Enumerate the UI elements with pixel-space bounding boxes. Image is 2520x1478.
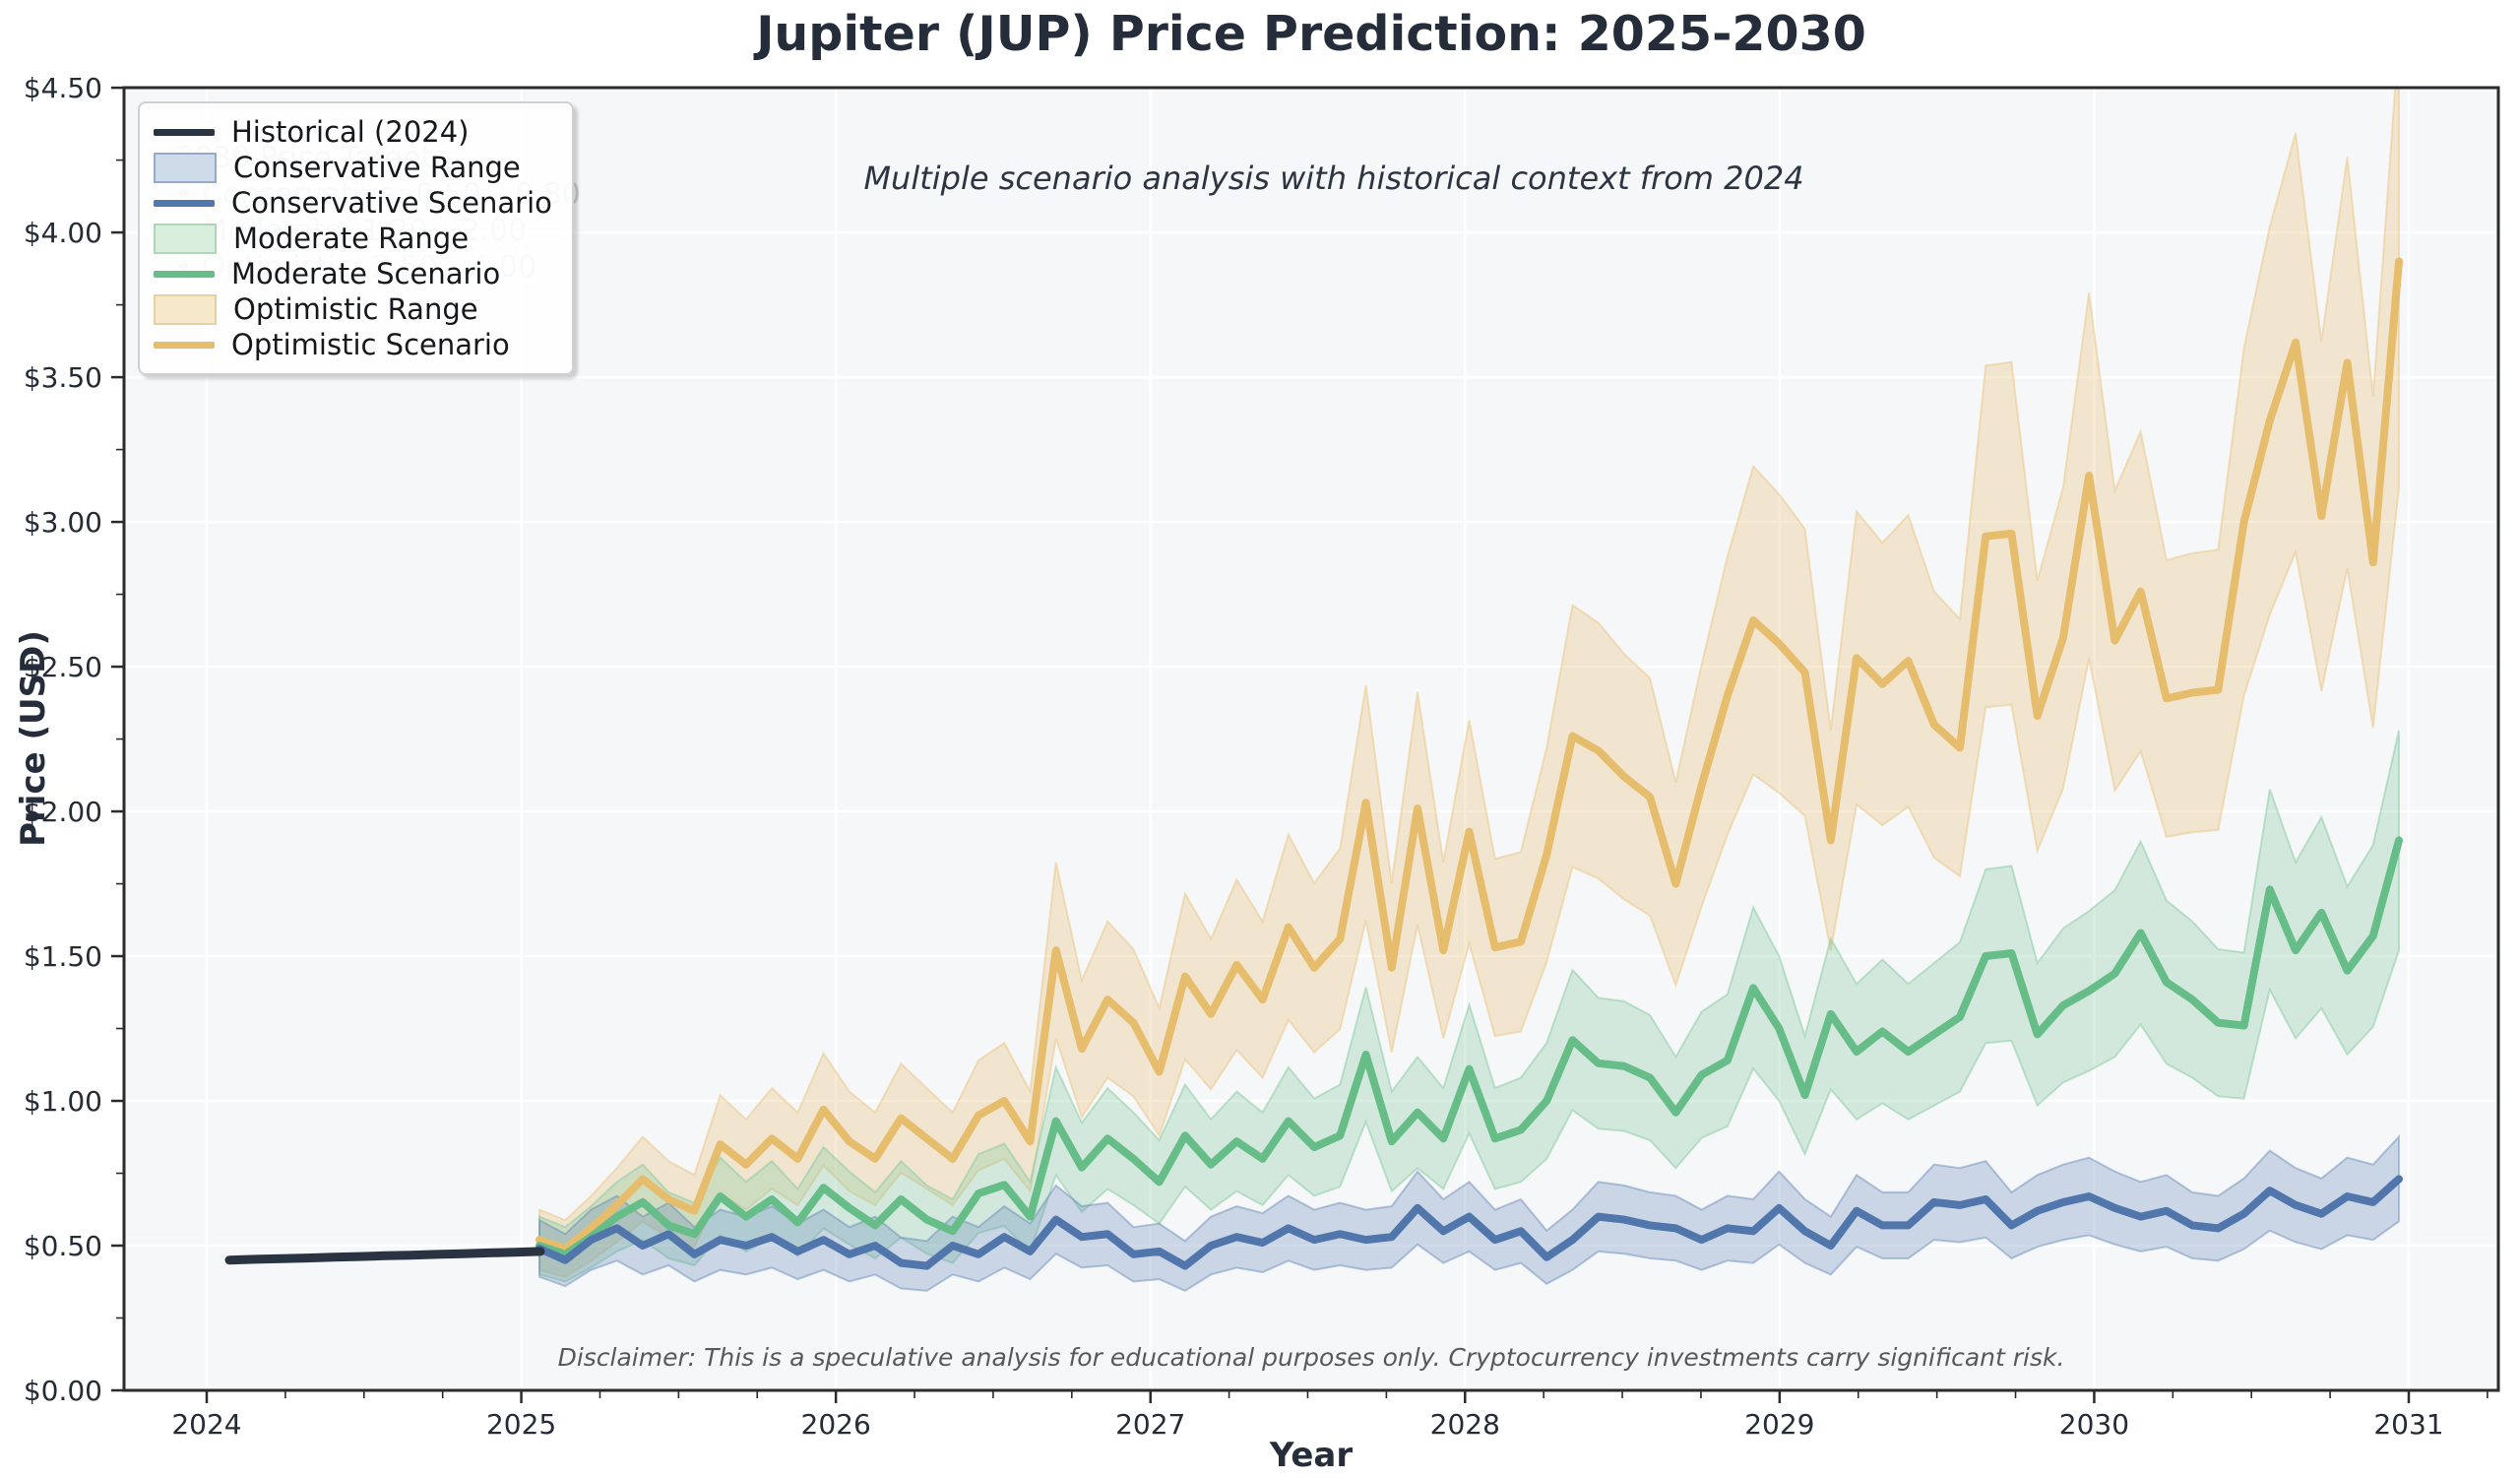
legend-line-swatch — [154, 341, 215, 349]
y-tick-label: $1.50 — [24, 940, 102, 973]
x-tick-label: 2024 — [171, 1408, 241, 1441]
legend-item-label: Moderate Range — [233, 222, 470, 255]
legend-box: Historical (2024) Conservative Range Conse… — [138, 101, 574, 375]
y-axis-label: Price (USD) — [14, 630, 53, 847]
moderate-scenario-line — [536, 836, 2403, 1258]
x-tick-label: 2027 — [1115, 1408, 1185, 1441]
legend-item-label: Moderate Scenario — [231, 257, 501, 290]
legend-patch-swatch — [154, 293, 217, 325]
legend-item-moderate-range: Moderate Range — [154, 221, 552, 256]
disclaimer-text: Disclaimer: This is a speculative analys… — [557, 1343, 2065, 1372]
legend-item-conservative-scenario: Conservative Scenario — [154, 185, 552, 221]
y-tick-label: $0.50 — [24, 1230, 102, 1262]
x-tick-label: 2029 — [1744, 1408, 1814, 1441]
y-tick-label: $1.00 — [24, 1085, 102, 1118]
y-tick-label: $0.00 — [24, 1375, 102, 1407]
legend-item-label: Conservative Scenario — [231, 186, 552, 220]
series-layer — [224, 88, 2403, 1293]
legend-item-optimistic-range: Optimistic Range — [154, 291, 552, 327]
x-axis-label: Year — [1269, 1436, 1354, 1475]
x-tick-label: 2030 — [2059, 1408, 2129, 1441]
legend-line-swatch — [154, 199, 215, 207]
y-tick-label: $3.50 — [24, 361, 102, 394]
legend-patch-swatch — [154, 223, 217, 254]
legend-item-label: Historical (2024) — [231, 115, 470, 149]
legend-item-conservative-range: Conservative Range — [154, 150, 552, 185]
ticks: 2024 2025 2026 2027 2028 2029 2030 2031 $0.00 $0.… — [24, 72, 2488, 1441]
y-tick-label: $4.00 — [24, 217, 102, 249]
legend-line-swatch — [154, 270, 215, 278]
y-tick-label: $2.50 — [24, 651, 102, 683]
legend-item-label: Optimistic Scenario — [231, 328, 510, 361]
x-tick-label: 2031 — [2373, 1408, 2443, 1441]
legend-line-swatch — [154, 128, 215, 136]
legend-item-moderate-scenario: Moderate Scenario — [154, 256, 552, 291]
legend-item-label: Conservative Range — [233, 151, 521, 184]
legend-item-label: Optimistic Range — [233, 292, 478, 326]
legend-patch-swatch — [154, 152, 217, 183]
x-tick-label: 2028 — [1430, 1408, 1500, 1441]
moderate-range — [538, 730, 2400, 1283]
historical-line — [224, 1247, 545, 1265]
legend-item-optimistic-scenario: Optimistic Scenario — [154, 327, 552, 362]
chart-title: Jupiter (JUP) Price Prediction: 2025-203… — [756, 6, 1866, 62]
x-tick-label: 2026 — [801, 1408, 871, 1441]
legend-item-historical-2024-: Historical (2024) — [154, 114, 552, 150]
optimistic-range — [538, 88, 2400, 1278]
conservative-scenario-line — [536, 1175, 2403, 1270]
y-tick-label: $2.00 — [24, 796, 102, 828]
chart-subtitle: Multiple scenario analysis with historic… — [863, 160, 1804, 197]
y-tick-label: $4.50 — [24, 72, 102, 104]
y-tick-label: $3.00 — [24, 506, 102, 539]
x-tick-label: 2025 — [486, 1408, 556, 1441]
optimistic-scenario-line — [536, 257, 2403, 1253]
